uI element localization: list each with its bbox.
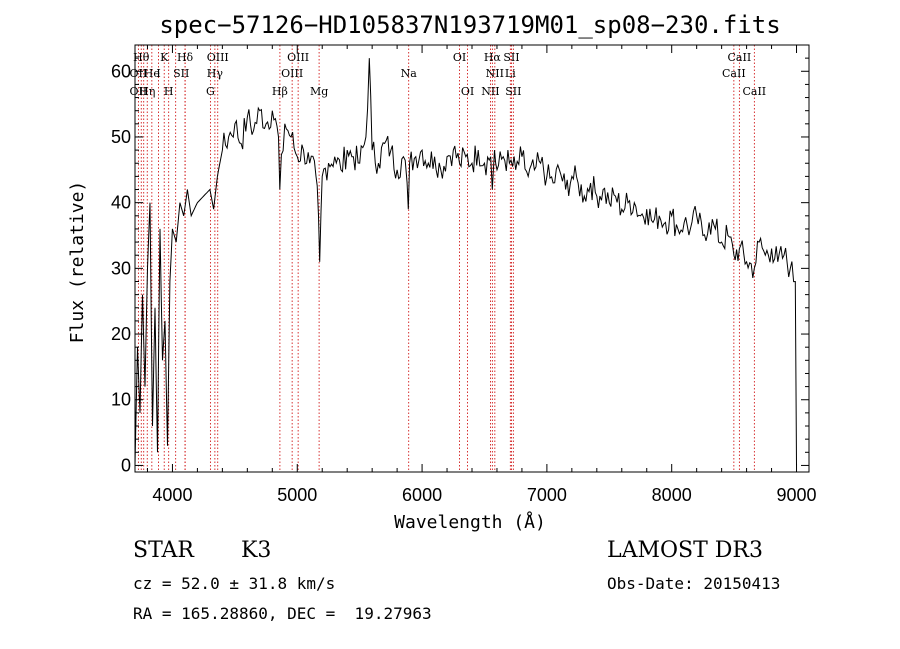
- coordinates: RA = 165.28860, DEC = 19.27963: [133, 604, 432, 623]
- line-label: Hγ: [207, 67, 224, 80]
- survey-name: LAMOST DR3: [607, 538, 763, 563]
- y-tick-label: 60: [111, 61, 131, 81]
- y-axis-label: Flux (relative): [67, 181, 88, 344]
- line-label: Hθ: [133, 51, 150, 64]
- line-label: CaII: [728, 51, 752, 64]
- line-label: SII: [503, 51, 519, 64]
- redshift-cz: cz = 52.0 ± 31.8 km/s: [133, 574, 336, 593]
- line-label: Hδ: [177, 51, 194, 64]
- line-label: Hα: [484, 51, 502, 64]
- x-axis-label: Wavelength (Å): [394, 511, 546, 533]
- axis-ticks: 4000 5000 6000 7000 8000 9000 0 10 20 30 40 50 60: [111, 45, 817, 505]
- line-label: H: [164, 85, 174, 98]
- line-label: Hη: [139, 85, 155, 98]
- line-label: CaII: [722, 67, 746, 80]
- line-label: K: [160, 51, 169, 64]
- line-label: OIII: [287, 51, 309, 64]
- line-label: OII: [130, 67, 148, 80]
- x-tick-label: 8000: [652, 485, 692, 505]
- line-label: OI: [461, 85, 474, 98]
- object-class: STAR: [133, 538, 194, 563]
- x-tick-label: 9000: [776, 485, 816, 505]
- line-label: OII: [130, 85, 148, 98]
- line-label: I: [156, 67, 160, 80]
- plot-frame: [134, 44, 810, 473]
- line-label: CaII: [742, 85, 766, 98]
- line-label: NII: [486, 67, 504, 80]
- spectrum-line: [134, 58, 797, 466]
- y-tick-label: 50: [111, 127, 131, 147]
- y-tick-label: 40: [111, 193, 131, 213]
- y-tick-label: 20: [111, 324, 131, 344]
- x-tick-label: 4000: [152, 485, 192, 505]
- line-label: NII: [481, 85, 499, 98]
- line-label: OIII: [281, 67, 303, 80]
- line-label: SII: [505, 85, 521, 98]
- object-subclass: K3: [241, 538, 272, 563]
- x-tick-label: 5000: [277, 485, 317, 505]
- line-label: Mg: [310, 85, 328, 98]
- x-tick-label: 6000: [402, 485, 442, 505]
- line-label: Li: [505, 67, 516, 80]
- line-label: OI: [453, 51, 466, 64]
- line-label: G: [206, 85, 215, 98]
- line-label: SII: [173, 67, 189, 80]
- y-tick-label: 0: [121, 455, 131, 475]
- y-tick-label: 30: [111, 258, 131, 278]
- line-label: OIII: [207, 51, 229, 64]
- line-label: He: [144, 67, 160, 80]
- emission-line-markers: [137, 45, 755, 472]
- observation-date: Obs-Date: 20150413: [607, 574, 781, 593]
- chart-title: spec−57126−HD105837N193719M01_sp08−230.f…: [159, 11, 780, 39]
- x-tick-label: 7000: [527, 485, 567, 505]
- y-tick-label: 10: [111, 390, 131, 410]
- line-label: Hβ: [272, 85, 288, 98]
- line-label: Na: [401, 67, 418, 80]
